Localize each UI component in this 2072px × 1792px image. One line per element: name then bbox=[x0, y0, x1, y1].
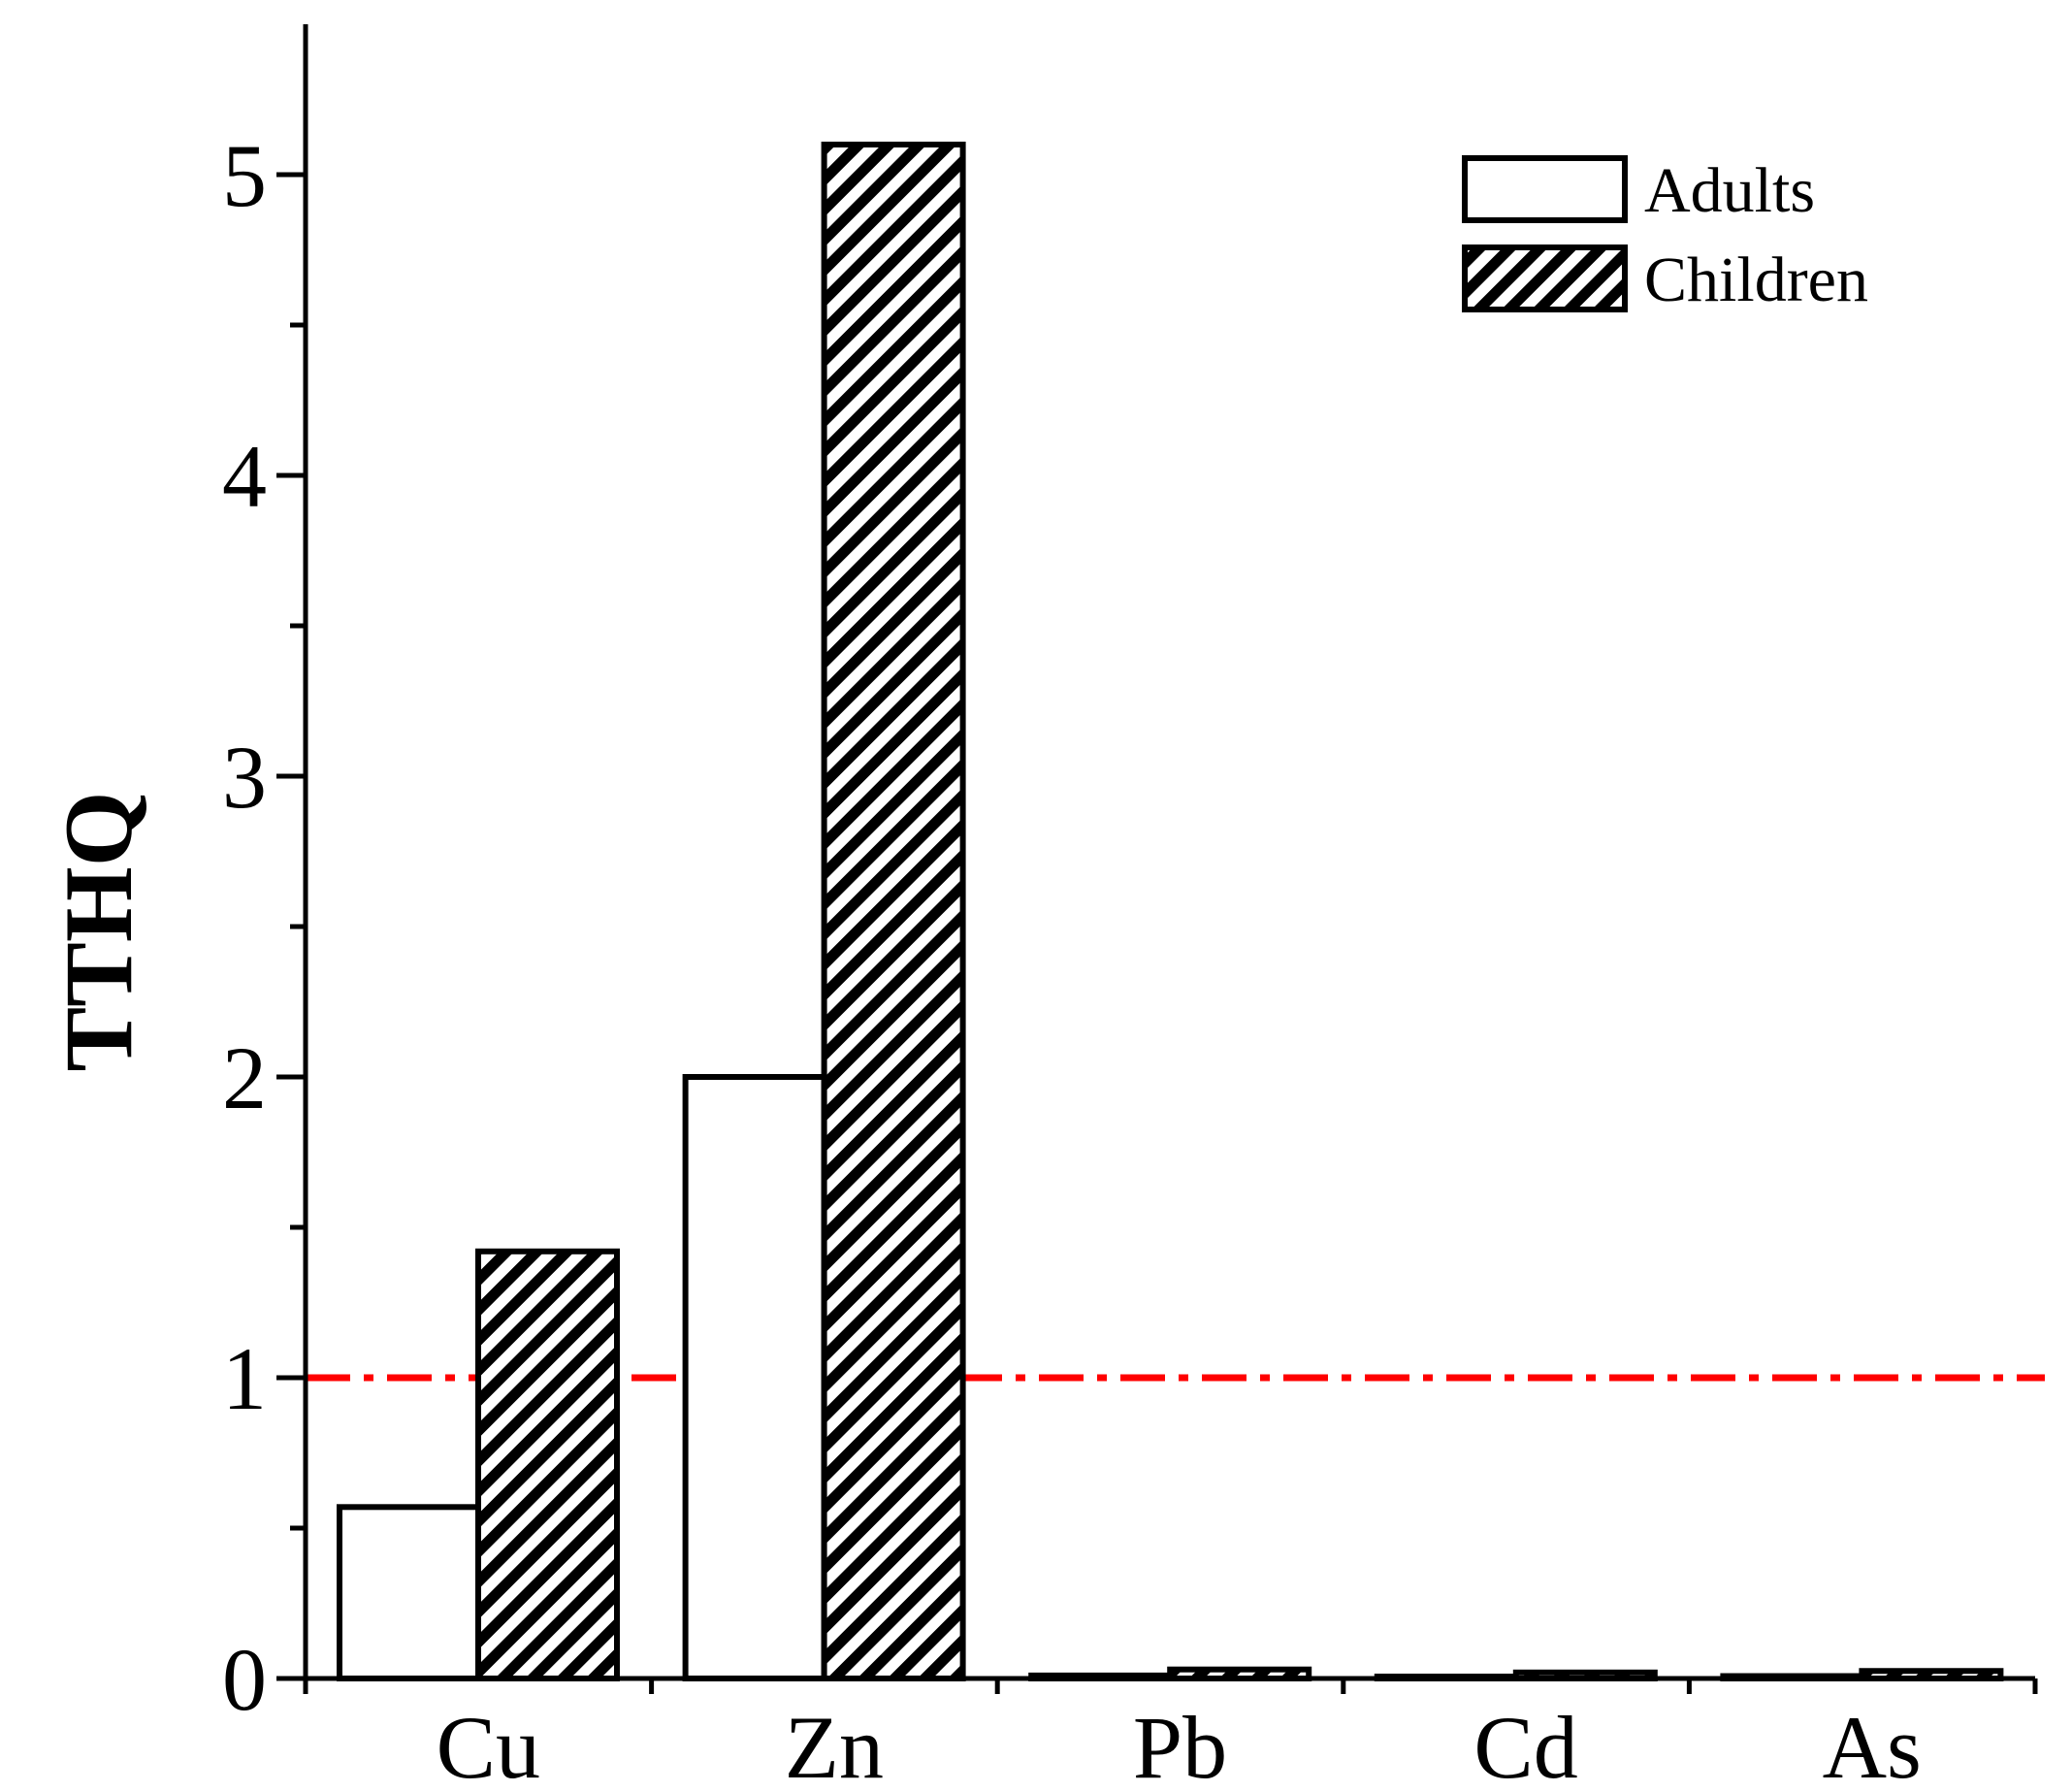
y-tick-label-2: 2 bbox=[222, 1028, 267, 1127]
y-tick-label-1: 1 bbox=[222, 1329, 267, 1428]
bar-children-cu bbox=[475, 1248, 620, 1682]
x-tick-label-zn: Zn bbox=[785, 1698, 884, 1792]
legend: Adults Children bbox=[1462, 155, 1868, 315]
y-tick-label-3: 3 bbox=[222, 728, 267, 827]
y-axis-title: TTHQ bbox=[45, 792, 152, 1072]
bar-adults-cu bbox=[337, 1504, 481, 1682]
y-tick-label-4: 4 bbox=[222, 427, 267, 526]
y-tick-label-5: 5 bbox=[222, 126, 267, 225]
bar-adults-zn bbox=[682, 1074, 827, 1681]
x-tick-label-pb: Pb bbox=[1133, 1698, 1227, 1792]
x-tick-label-as: As bbox=[1823, 1698, 1922, 1792]
bar-children-zn bbox=[821, 142, 966, 1681]
legend-swatch-adults bbox=[1462, 155, 1628, 223]
x-tick-label-cd: Cd bbox=[1473, 1698, 1577, 1792]
legend-swatch-children bbox=[1462, 244, 1628, 312]
legend-label-adults: Adults bbox=[1644, 155, 1815, 226]
y-tick-label-0: 0 bbox=[222, 1630, 267, 1729]
legend-label-children: Children bbox=[1644, 244, 1868, 315]
x-tick-label-cu: Cu bbox=[437, 1698, 540, 1792]
